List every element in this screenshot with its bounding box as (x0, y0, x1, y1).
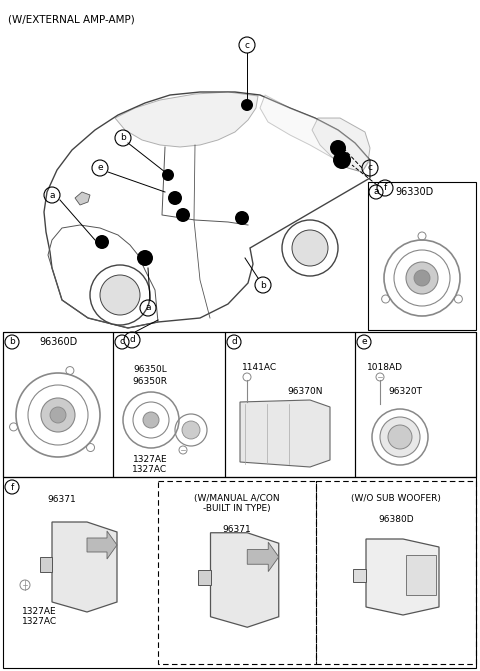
Polygon shape (87, 531, 117, 559)
Polygon shape (366, 539, 439, 615)
Polygon shape (406, 555, 436, 595)
Text: (W/EXTERNAL AMP-AMP): (W/EXTERNAL AMP-AMP) (8, 14, 135, 24)
Text: 96380D: 96380D (378, 515, 414, 523)
Text: a: a (373, 187, 379, 197)
Circle shape (292, 230, 328, 266)
Text: e: e (97, 164, 103, 172)
Text: 1018AD: 1018AD (367, 362, 403, 372)
Circle shape (330, 140, 346, 156)
Bar (3, 332, 476, 477)
Circle shape (182, 421, 200, 439)
Text: 96371: 96371 (48, 495, 76, 503)
Circle shape (333, 151, 351, 169)
Text: f: f (11, 482, 13, 491)
Text: 96360D: 96360D (39, 337, 77, 347)
Bar (3, 332, 113, 477)
Text: d: d (231, 338, 237, 346)
Polygon shape (40, 557, 52, 572)
Text: 96320T: 96320T (388, 387, 422, 397)
Text: 96350L: 96350L (133, 366, 167, 374)
Circle shape (95, 235, 109, 249)
Circle shape (90, 265, 150, 325)
Polygon shape (52, 522, 117, 612)
Circle shape (406, 262, 438, 294)
Text: a: a (49, 191, 55, 199)
Text: 96370N: 96370N (287, 387, 323, 397)
Bar (3, 477, 476, 668)
Text: 96330D: 96330D (396, 187, 434, 197)
Circle shape (168, 191, 182, 205)
Circle shape (380, 417, 420, 457)
Text: c: c (244, 40, 250, 50)
Bar (225, 332, 355, 477)
Text: b: b (260, 280, 266, 289)
Polygon shape (75, 192, 90, 205)
Polygon shape (312, 118, 370, 172)
Polygon shape (115, 92, 258, 147)
Text: a: a (145, 303, 151, 313)
Bar (113, 332, 225, 477)
Polygon shape (211, 533, 279, 627)
Bar (158, 481, 316, 664)
Circle shape (137, 250, 153, 266)
Circle shape (41, 398, 75, 432)
Polygon shape (240, 400, 330, 467)
Circle shape (235, 211, 249, 225)
Text: e: e (361, 338, 367, 346)
Text: d: d (129, 336, 135, 344)
Bar (316, 481, 476, 664)
Circle shape (176, 208, 190, 222)
Text: 1327AE: 1327AE (132, 456, 168, 464)
Bar (368, 182, 476, 330)
Text: b: b (120, 134, 126, 142)
Circle shape (414, 270, 430, 286)
Circle shape (100, 275, 140, 315)
Polygon shape (260, 95, 370, 172)
Text: 96371: 96371 (223, 525, 252, 533)
Text: b: b (9, 338, 15, 346)
Text: c: c (368, 164, 372, 172)
Text: (W/MANUAL A/CON: (W/MANUAL A/CON (194, 495, 280, 503)
Circle shape (50, 407, 66, 423)
Text: (W/O SUB WOOFER): (W/O SUB WOOFER) (351, 495, 441, 503)
Text: f: f (384, 183, 386, 193)
Text: 1327AC: 1327AC (22, 617, 57, 627)
Circle shape (388, 425, 412, 449)
Text: c: c (120, 338, 124, 346)
Text: 1141AC: 1141AC (242, 362, 277, 372)
Bar (355, 332, 476, 477)
Circle shape (143, 412, 159, 428)
Text: 96350R: 96350R (132, 378, 168, 386)
Circle shape (282, 220, 338, 276)
Text: -BUILT IN TYPE): -BUILT IN TYPE) (203, 505, 271, 513)
Polygon shape (247, 542, 279, 572)
Polygon shape (353, 569, 366, 582)
Circle shape (241, 99, 253, 111)
Text: 1327AE: 1327AE (22, 607, 57, 617)
Text: 1327AC: 1327AC (132, 466, 168, 474)
Polygon shape (198, 570, 211, 585)
Circle shape (162, 169, 174, 181)
